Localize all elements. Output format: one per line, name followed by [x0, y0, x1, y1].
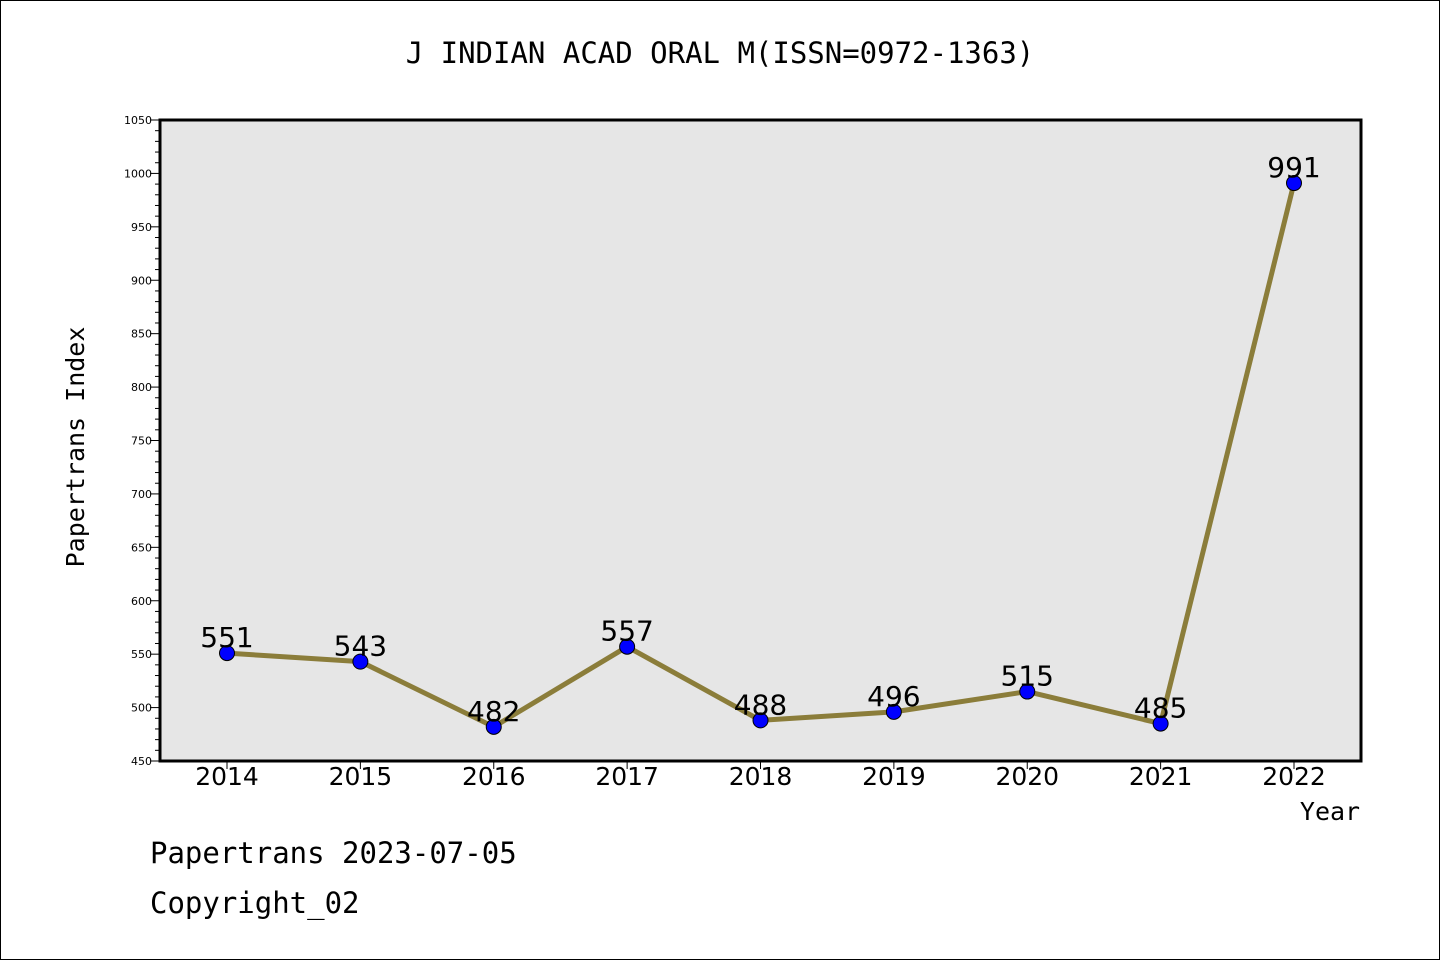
x-axis-tick-labels: 2014 2015 2016 2017 2018 2019 2020 2021 2022 [195, 762, 1326, 791]
x-tick-label: 2020 [995, 762, 1059, 791]
x-axis-title: Year [1300, 797, 1360, 826]
x-tick-label: 2021 [1129, 762, 1193, 791]
y-axis-title: Papertrans Index [61, 327, 90, 568]
data-label: 551 [200, 621, 253, 654]
data-label: 991 [1267, 151, 1320, 184]
y-tick-label: 1050 [124, 114, 152, 127]
footer-copyright: Copyright_02 [150, 886, 360, 920]
data-point-marker [352, 653, 369, 670]
x-tick-label: 2018 [729, 762, 793, 791]
data-label: 485 [1134, 692, 1187, 725]
y-tick-label: 700 [131, 488, 152, 501]
y-axis-tick-labels: 450 500 550 600 650 700 750 800 850 900 950 1000 105… [124, 114, 152, 768]
x-tick-label: 2014 [195, 762, 259, 791]
data-label: 496 [867, 680, 920, 713]
data-point-marker [1286, 175, 1302, 192]
x-tick-label: 2015 [329, 762, 393, 791]
x-tick-label: 2022 [1262, 762, 1326, 791]
data-label: 488 [734, 688, 787, 721]
y-tick-label: 550 [131, 648, 152, 661]
series-group [219, 175, 1302, 735]
data-label: 557 [600, 615, 653, 648]
y-tick-label: 500 [131, 702, 152, 715]
y-tick-label: 900 [131, 274, 152, 287]
y-tick-label: 650 [131, 541, 152, 554]
data-point-marker [752, 712, 769, 729]
data-label: 482 [467, 695, 520, 728]
data-point-marker [885, 703, 902, 720]
data-point-marker [219, 645, 235, 662]
plot-area [160, 120, 1361, 761]
data-label: 543 [334, 630, 387, 663]
y-tick-label: 450 [131, 755, 152, 768]
data-point-marker [485, 718, 502, 735]
chart-title: J INDIAN ACAD ORAL M(ISSN=0972-1363) [405, 36, 1035, 70]
data-labels-group: 551 543 482 557 488 496 515 485 991 [200, 151, 1320, 728]
y-tick-label: 950 [131, 221, 152, 234]
data-point-marker [1019, 683, 1036, 700]
y-tick-label: 1000 [124, 167, 152, 180]
data-point-marker [619, 638, 636, 655]
plot-border [158, 118, 1363, 763]
data-label: 515 [1001, 660, 1054, 693]
y-tick-label: 800 [131, 381, 152, 394]
x-tick-label: 2019 [862, 762, 926, 791]
data-point-marker [1152, 715, 1169, 732]
y-tick-label: 850 [131, 328, 152, 341]
y-tick-label: 750 [131, 435, 152, 448]
x-tick-label: 2016 [462, 762, 526, 791]
footer-date: Papertrans 2023-07-05 [150, 836, 517, 870]
y-tick-label: 600 [131, 595, 152, 608]
x-tick-label: 2017 [595, 762, 659, 791]
